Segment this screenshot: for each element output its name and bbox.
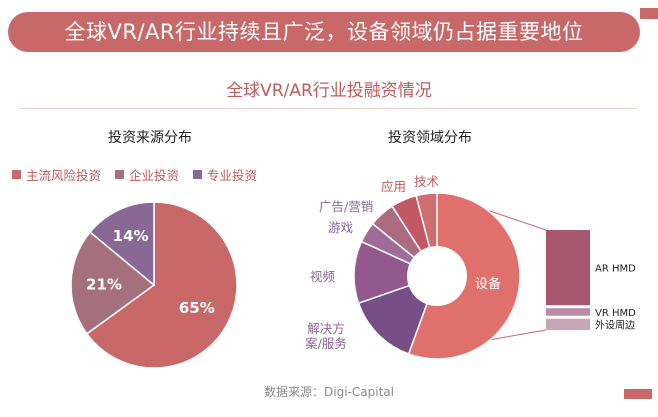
breakdown-bar-vr-hmd xyxy=(546,308,590,316)
pie-slice-vc xyxy=(85,201,238,369)
legend-item-professional: 专业投资 xyxy=(193,165,257,184)
legend-label-corporate: 企业投资 xyxy=(129,168,180,183)
divider xyxy=(20,108,638,109)
pie-label-solutions-services: 解决方案/服务 xyxy=(305,321,347,351)
donut-hole xyxy=(407,246,467,306)
legend-swatch-corporate xyxy=(115,170,125,179)
breakdown-bar-peripherals xyxy=(546,318,590,330)
pie-label-game: 游戏 xyxy=(328,220,353,235)
pie-label-tech: 技术 xyxy=(414,174,440,189)
breakdown-label-peripherals: 外设周边 xyxy=(595,319,635,331)
pie-label-ads-marketing: 广告/营销 xyxy=(319,199,373,214)
legend-label-professional: 专业投资 xyxy=(207,168,258,183)
breakdown-bar-ar-hmd xyxy=(546,230,590,306)
source-pie-chart: 65% 21% 14% xyxy=(70,201,238,369)
legend: 主流风险投资 企业投资 专业投资 xyxy=(12,165,271,184)
pie-slice-professional xyxy=(88,201,155,287)
legend-label-vc: 主流风险投资 xyxy=(26,168,102,183)
title-banner: 全球VR/AR行业持续且广泛，设备领域仍占据重要地位 xyxy=(8,12,640,52)
breakdown-label-ar-hmd: AR HMD xyxy=(595,264,636,275)
corner-decoration-bottom xyxy=(624,389,652,399)
left-chart-title: 投资来源分布 xyxy=(108,130,192,146)
pie-label-device: 设备 xyxy=(475,276,501,292)
chart-subtitle: 全球VR/AR行业投融资情况 xyxy=(226,81,432,101)
pie-label-vc: 65% xyxy=(179,299,215,317)
legend-swatch-professional xyxy=(193,170,203,179)
data-source: 数据来源：Digi-Capital xyxy=(264,385,394,399)
legend-item-corporate: 企业投资 xyxy=(115,165,179,184)
breakdown-label-vr-hmd: VR HMD xyxy=(595,308,636,319)
right-chart-title: 投资领域分布 xyxy=(388,130,472,146)
pie-label-video: 视频 xyxy=(310,269,336,284)
pie-label-professional: 14% xyxy=(113,227,149,245)
pie-label-app: 应用 xyxy=(381,179,406,194)
legend-swatch-vc xyxy=(12,170,21,179)
pie-slice-corporate xyxy=(70,231,156,335)
pie-slice-video xyxy=(353,240,440,305)
corner-decoration-top xyxy=(640,8,658,19)
pie-label-corporate: 21% xyxy=(86,275,122,293)
legend-item-vc: 主流风险投资 xyxy=(12,165,101,184)
